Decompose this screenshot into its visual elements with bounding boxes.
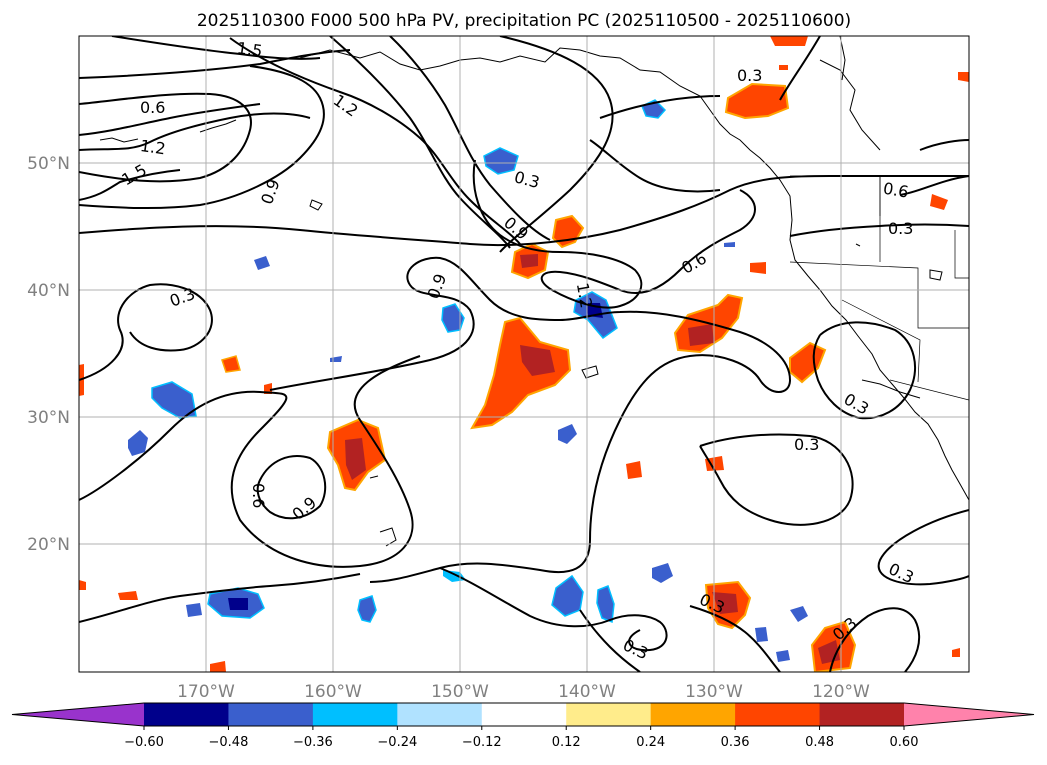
lon-label: 170°W xyxy=(177,682,235,702)
contour-label: 0.6 xyxy=(882,179,910,202)
latitude-labels: 50°N 40°N 30°N 20°N xyxy=(27,154,70,555)
contour-label: 1.2 xyxy=(573,281,596,309)
lat-label: 40°N xyxy=(27,281,70,301)
contour-label: 1.5 xyxy=(236,38,264,60)
colorbar-tick-label: 0.12 xyxy=(552,735,581,750)
lat-label: 30°N xyxy=(27,408,70,428)
contour-label: 1.2 xyxy=(139,136,167,158)
contour-label: 0.6 xyxy=(249,483,268,508)
lon-label: 150°W xyxy=(431,682,489,702)
colorbar-extend-min xyxy=(12,703,144,726)
colorbar-tick-label: −0.48 xyxy=(209,735,249,750)
colorbar-segment xyxy=(228,703,314,726)
borders xyxy=(789,175,969,401)
colorbar-tick-label: 0.36 xyxy=(721,735,750,750)
colorbar-tick-label: −0.12 xyxy=(462,735,502,750)
colorbar-segment xyxy=(819,703,905,726)
colorbar-segment xyxy=(481,703,567,726)
colorbar-segment xyxy=(650,703,736,726)
colorbar-tick-label: 0.60 xyxy=(890,735,919,750)
contour-label: 0.3 xyxy=(794,435,819,454)
map-panel[interactable]: 1.5 1.2 0.6 1.2 1.5 0.9 0.3 0.9 0.9 1.2 … xyxy=(78,35,970,673)
longitude-labels: 170°W 160°W 150°W 140°W 130°W 120°W xyxy=(177,682,870,702)
lat-label: 20°N xyxy=(27,535,70,555)
colorbar-segment xyxy=(312,703,398,726)
colorbar-segment xyxy=(144,703,229,726)
gridlines xyxy=(79,36,969,672)
colorbar-tick-label: −0.24 xyxy=(377,735,417,750)
colorbar-segment xyxy=(397,703,483,726)
colorbar-tick-label: 0.48 xyxy=(805,735,834,750)
lon-label: 130°W xyxy=(685,682,743,702)
contour-label: 0.3 xyxy=(888,219,913,238)
lon-label: 120°W xyxy=(812,682,870,702)
colorbar xyxy=(11,702,1035,727)
colorbar-extend-max xyxy=(904,703,1034,726)
colorbar-labels: −0.60 −0.48 −0.36 −0.24 −0.12 0.12 0.24 0.36 0.4… xyxy=(124,726,918,750)
colorbar-segment xyxy=(566,703,652,726)
map-frame xyxy=(78,35,970,673)
contour-label: 0.6 xyxy=(140,98,165,117)
figure-title: 2025110300 F000 500 hPa PV, precipitatio… xyxy=(197,11,851,31)
lat-label: 50°N xyxy=(27,154,70,174)
colorbar-tick-label: −0.36 xyxy=(293,735,333,750)
coastlines xyxy=(99,36,969,547)
colorbar-segment xyxy=(735,703,821,726)
colorbar-tick-label: −0.60 xyxy=(124,735,164,750)
lon-label: 140°W xyxy=(558,682,616,702)
colorbar-tick-label: 0.24 xyxy=(636,735,665,750)
lon-label: 160°W xyxy=(304,682,362,702)
contour-label: 0.3 xyxy=(737,66,762,85)
